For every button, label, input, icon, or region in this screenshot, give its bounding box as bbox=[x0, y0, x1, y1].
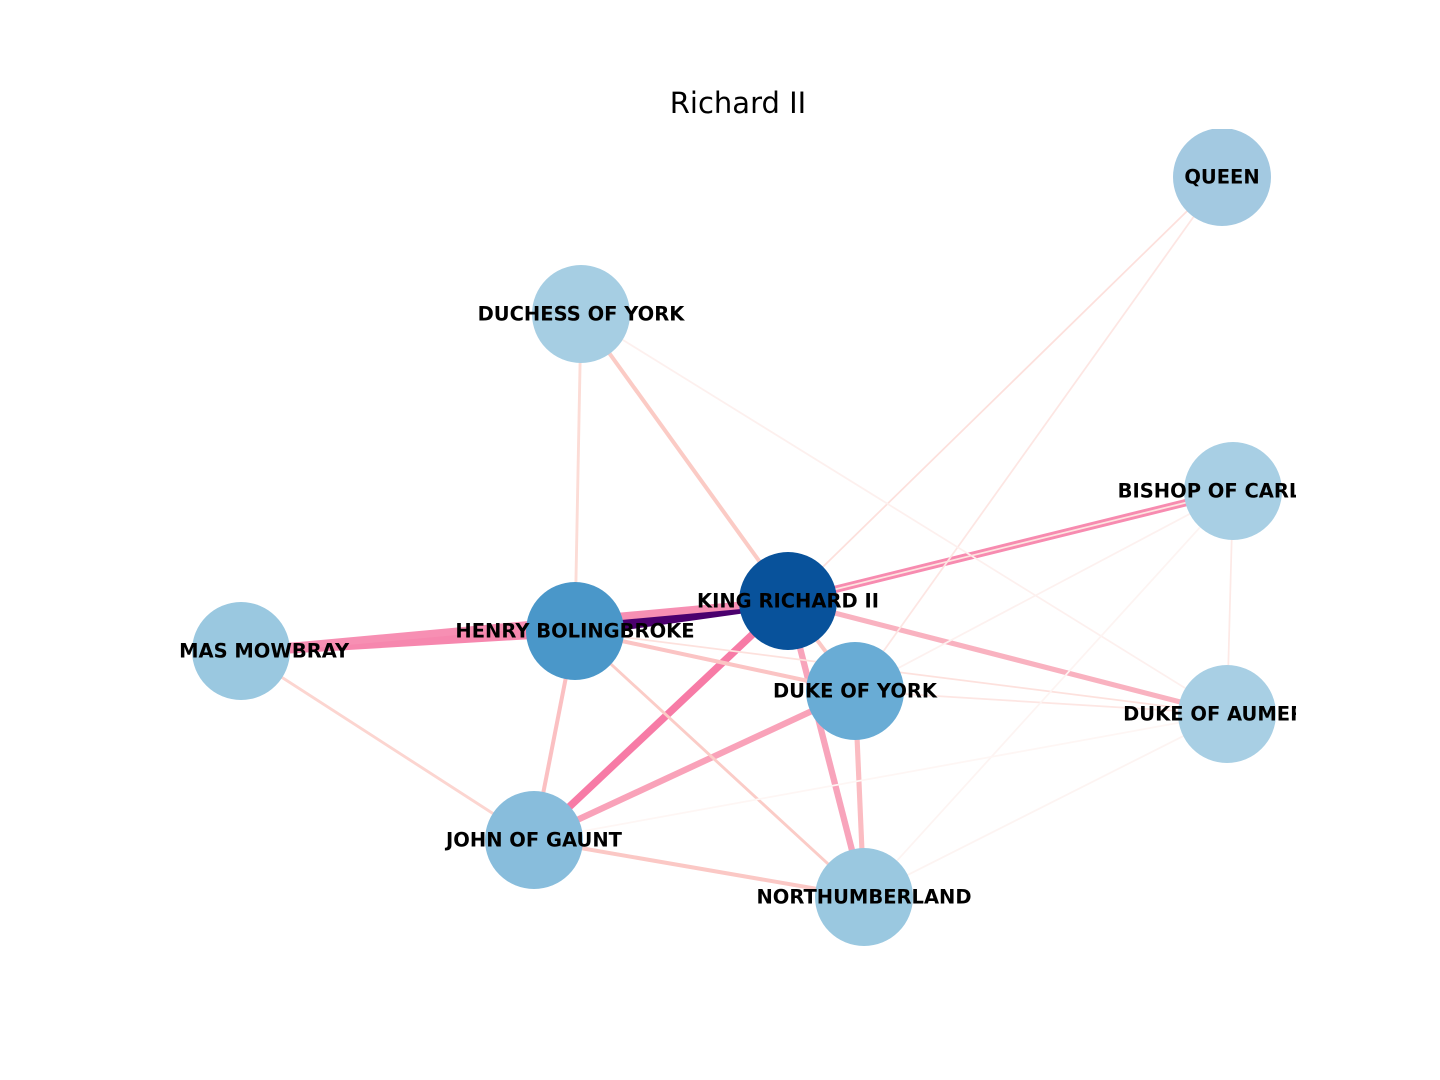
node-king[interactable] bbox=[739, 552, 837, 650]
node-queen[interactable] bbox=[1173, 128, 1271, 226]
edge-aumerle-northumberland bbox=[863, 713, 1228, 898]
edge-carlisle-york bbox=[854, 490, 1234, 692]
node-bolingbroke[interactable] bbox=[526, 582, 624, 680]
node-label-gaunt: JOHN OF GAUNT bbox=[444, 829, 623, 852]
node-label-duchess: DUCHESS OF YORK bbox=[478, 303, 686, 326]
node-label-king: KING RICHARD II bbox=[697, 590, 879, 613]
node-label-aumerle: DUKE OF AUMERLE bbox=[1123, 703, 1331, 726]
edge-duchess-bolingbroke bbox=[573, 313, 583, 632]
node-york[interactable] bbox=[806, 642, 904, 740]
edge-bolingbroke-aumerle bbox=[574, 630, 1228, 715]
node-label-carlisle: BISHOP OF CARLISLE bbox=[1118, 480, 1349, 503]
node-carlisle[interactable] bbox=[1184, 442, 1282, 540]
edge-king-carlisle bbox=[787, 490, 1234, 602]
node-northumberland[interactable] bbox=[815, 848, 913, 946]
edges-layer bbox=[240, 176, 1234, 899]
nodes-layer bbox=[192, 128, 1282, 946]
edge-mowbray-gaunt bbox=[240, 649, 535, 842]
node-mowbray[interactable] bbox=[192, 602, 290, 700]
edge-york-gaunt bbox=[532, 688, 857, 843]
node-label-bolingbroke: HENRY BOLINGBROKE bbox=[455, 620, 694, 643]
edge-king-duchess bbox=[579, 312, 790, 603]
node-gaunt[interactable] bbox=[485, 791, 583, 889]
edge-duchess-aumerle bbox=[580, 313, 1228, 715]
node-duchess[interactable] bbox=[532, 265, 630, 363]
edge-king-aumerle bbox=[787, 598, 1228, 717]
edge-carlisle-northumberland bbox=[863, 490, 1234, 898]
edge-bolingbroke-northumberland bbox=[574, 629, 865, 899]
graph-title: Richard II bbox=[669, 86, 807, 120]
node-label-northumberland: NORTHUMBERLAND bbox=[756, 886, 971, 909]
edge-queen-york bbox=[854, 176, 1223, 692]
node-aumerle[interactable] bbox=[1178, 665, 1276, 763]
edge-gaunt-aumerle bbox=[533, 713, 1228, 841]
edge-king-gaunt bbox=[531, 598, 791, 843]
edge-king-northumberland bbox=[784, 600, 868, 898]
node-label-mowbray: THOMAS MOWBRAY bbox=[133, 640, 350, 663]
edge-gaunt-northumberland bbox=[533, 838, 865, 899]
edge-queen-king bbox=[787, 176, 1223, 602]
edge-king-mowbray bbox=[240, 597, 789, 655]
node-label-york: DUKE OF YORK bbox=[773, 680, 938, 703]
node-label-queen: QUEEN bbox=[1184, 166, 1259, 189]
